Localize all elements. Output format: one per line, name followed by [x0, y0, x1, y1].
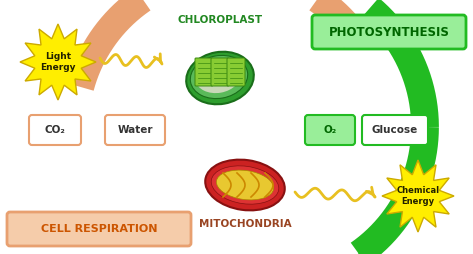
FancyBboxPatch shape — [29, 115, 81, 145]
Text: CELL RESPIRATION: CELL RESPIRATION — [41, 224, 157, 234]
Text: Light
Energy: Light Energy — [40, 52, 76, 72]
FancyBboxPatch shape — [362, 115, 428, 145]
Text: O₂: O₂ — [324, 125, 337, 135]
FancyBboxPatch shape — [105, 115, 165, 145]
FancyBboxPatch shape — [195, 58, 213, 86]
FancyBboxPatch shape — [7, 212, 191, 246]
Text: CHLOROPLAST: CHLOROPLAST — [177, 15, 263, 25]
Ellipse shape — [190, 55, 248, 99]
Ellipse shape — [211, 166, 279, 204]
Ellipse shape — [195, 59, 241, 93]
Polygon shape — [382, 160, 454, 232]
Text: Water: Water — [117, 125, 153, 135]
Ellipse shape — [217, 170, 273, 200]
Ellipse shape — [205, 160, 285, 210]
FancyBboxPatch shape — [211, 58, 229, 86]
FancyBboxPatch shape — [227, 58, 245, 86]
FancyBboxPatch shape — [312, 15, 466, 49]
Text: CO₂: CO₂ — [44, 125, 65, 135]
Text: Glucose: Glucose — [372, 125, 418, 135]
Text: PHOTOSYNTHESIS: PHOTOSYNTHESIS — [329, 25, 449, 39]
Polygon shape — [20, 24, 96, 100]
Text: MITOCHONDRIA: MITOCHONDRIA — [199, 219, 291, 229]
Ellipse shape — [186, 52, 254, 104]
FancyBboxPatch shape — [305, 115, 355, 145]
Text: Chemical
Energy: Chemical Energy — [396, 186, 439, 206]
